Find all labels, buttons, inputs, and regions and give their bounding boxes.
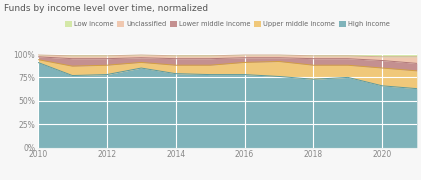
Legend: Low income, Unclassified, Lower middle income, Upper middle income, High income: Low income, Unclassified, Lower middle i… <box>65 21 389 27</box>
Text: Funds by income level over time, normalized: Funds by income level over time, normali… <box>4 4 208 13</box>
